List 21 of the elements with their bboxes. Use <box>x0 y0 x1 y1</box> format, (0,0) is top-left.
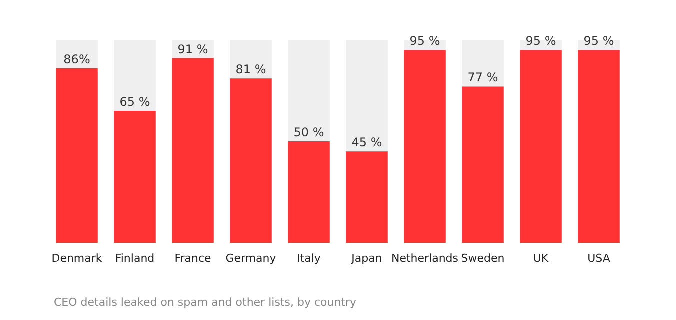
data-label: 95 % <box>584 34 614 48</box>
data-label: 86% <box>64 52 90 66</box>
data-label: 65 % <box>120 95 150 110</box>
x-tick-label: Japan <box>350 252 382 265</box>
data-label: 50 % <box>294 126 324 140</box>
x-tick-label: Denmark <box>52 252 103 265</box>
data-label: 91 % <box>178 42 208 56</box>
data-label: 77 % <box>468 70 498 85</box>
x-tick-label: Germany <box>226 252 277 265</box>
data-label: 45 % <box>352 136 382 150</box>
x-tick-label: Italy <box>297 252 322 265</box>
data-label: 95 % <box>526 34 556 48</box>
text: CEO details leaked on spam and other lists, by country <box>54 296 357 309</box>
x-tick-label: Finland <box>115 252 155 265</box>
x-tick-label: Sweden <box>461 252 505 265</box>
x-tick-label: Netherlands <box>391 252 459 265</box>
x-tick-label: UK <box>533 252 550 265</box>
data-label: 81 % <box>236 62 266 77</box>
x-tick-label: France <box>174 252 212 265</box>
data-label: 95 % <box>410 34 440 48</box>
x-tick-label: USA <box>588 252 611 265</box>
